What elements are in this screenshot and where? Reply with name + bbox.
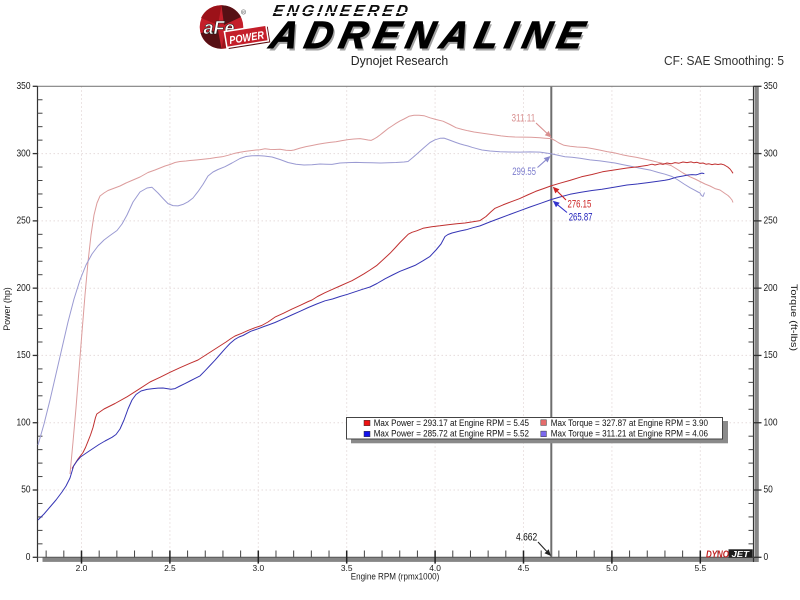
- svg-text:300: 300: [17, 148, 31, 159]
- svg-text:200: 200: [764, 283, 778, 294]
- svg-text:POWER: POWER: [228, 30, 264, 47]
- svg-text:350: 350: [764, 81, 778, 92]
- svg-text:5.0: 5.0: [606, 563, 618, 573]
- svg-text:50: 50: [764, 485, 774, 496]
- svg-text:3.0: 3.0: [252, 563, 264, 573]
- svg-text:Max Power = 293.17 at Engine R: Max Power = 293.17 at Engine RPM = 5.45: [374, 418, 529, 428]
- svg-text:JET: JET: [732, 549, 750, 559]
- svg-text:Torque (ft-lbs): Torque (ft-lbs): [788, 284, 799, 351]
- svg-text:4.5: 4.5: [518, 563, 530, 573]
- svg-text:0: 0: [764, 552, 769, 563]
- svg-text:276.15: 276.15: [568, 199, 592, 211]
- svg-text:299.55: 299.55: [512, 166, 536, 178]
- svg-text:100: 100: [17, 417, 31, 428]
- svg-text:Max Power = 285.72 at Engine R: Max Power = 285.72 at Engine RPM = 5.52: [374, 428, 529, 438]
- svg-text:0: 0: [26, 552, 31, 563]
- svg-text:100: 100: [764, 417, 778, 428]
- svg-text:200: 200: [17, 283, 31, 294]
- svg-text:Dynojet Research: Dynojet Research: [351, 53, 449, 68]
- svg-text:265.87: 265.87: [569, 212, 593, 224]
- svg-text:150: 150: [17, 350, 31, 361]
- svg-text:4.0: 4.0: [429, 563, 441, 573]
- svg-text:Max Torque = 311.21 at Engine: Max Torque = 311.21 at Engine RPM = 4.06: [551, 428, 708, 438]
- svg-text:3.5: 3.5: [341, 563, 353, 573]
- svg-text:4.662: 4.662: [516, 531, 537, 543]
- svg-text:Power (hp): Power (hp): [2, 287, 13, 331]
- svg-text:50: 50: [21, 485, 31, 496]
- svg-text:250: 250: [764, 216, 778, 227]
- svg-text:CF: SAE Smoothing: 5: CF: SAE Smoothing: 5: [664, 53, 784, 68]
- svg-text:2.5: 2.5: [164, 563, 176, 573]
- svg-text:2.0: 2.0: [76, 563, 88, 573]
- svg-text:350: 350: [17, 81, 31, 92]
- svg-text:311.11: 311.11: [512, 112, 536, 124]
- svg-text:Engine RPM (rpmx1000): Engine RPM (rpmx1000): [351, 572, 440, 582]
- svg-text:250: 250: [17, 216, 31, 227]
- svg-text:5.5: 5.5: [694, 563, 706, 573]
- svg-text:300: 300: [764, 148, 778, 159]
- svg-text:Max Torque = 327.87 at Engine: Max Torque = 327.87 at Engine RPM = 3.90: [551, 418, 708, 428]
- svg-text:R: R: [242, 11, 245, 15]
- svg-text:DYNO: DYNO: [706, 549, 729, 560]
- svg-text:150: 150: [764, 350, 778, 361]
